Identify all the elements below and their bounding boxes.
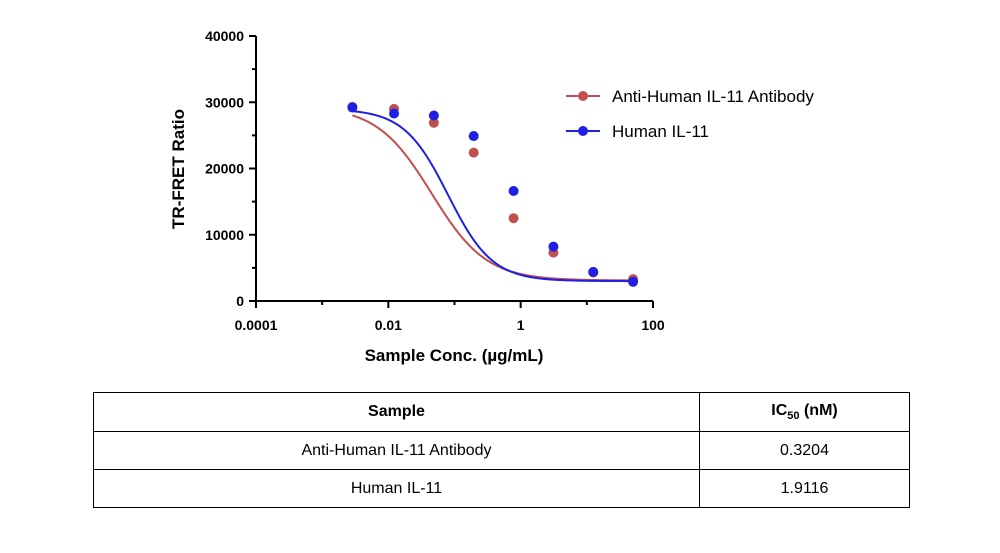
data-points — [347, 101, 639, 287]
data-point-series-1 — [347, 102, 358, 113]
row-ic50: 0.3204 — [699, 431, 910, 470]
data-point-series-0 — [508, 213, 519, 224]
legend-marker-series-0 — [578, 91, 588, 101]
data-point-series-1 — [468, 131, 479, 142]
data-point-series-1 — [588, 266, 599, 277]
data-point-series-1 — [389, 108, 400, 119]
data-point-series-1 — [508, 186, 519, 197]
header-ic50-subscript: 50 — [787, 410, 800, 423]
row-ic50: 1.9116 — [699, 469, 910, 508]
row-sample: Human IL-11 — [93, 469, 700, 508]
legend: Anti-Human IL-11 Antibody Human IL-11 — [566, 87, 814, 141]
y-axis-title: TR-FRET Ratio — [169, 109, 188, 229]
header-sample: Sample — [93, 392, 700, 432]
data-point-series-1 — [428, 110, 439, 121]
data-point-series-1 — [628, 276, 639, 287]
x-tick-label: 0.0001 — [235, 317, 278, 333]
y-tick-label: 40000 — [205, 28, 244, 44]
legend-marker-series-1 — [578, 126, 588, 136]
x-axis-title: Sample Conc. (µg/mL) — [365, 346, 544, 365]
table-row: Anti-Human IL-11 Antibody 0.3204 — [93, 431, 910, 470]
x-tick-label: 100 — [641, 317, 665, 333]
header-ic50-base: IC — [771, 401, 788, 419]
data-point-series-1 — [548, 241, 559, 252]
header-ic50-unit: (nM) — [799, 401, 838, 419]
x-tick-label: 1 — [517, 317, 525, 333]
fit-curve-series-0 — [352, 114, 634, 282]
legend-label-series-0: Anti-Human IL-11 Antibody — [612, 87, 814, 106]
data-point-series-0 — [428, 117, 439, 128]
axes: 0 10000 20000 30000 40000 0.0001 0.01 1 100 — [205, 28, 665, 333]
x-tick-label: 0.01 — [375, 317, 402, 333]
row-sample: Anti-Human IL-11 Antibody — [93, 431, 700, 470]
header-ic50: IC50 (nM) — [699, 392, 910, 432]
fit-curves — [352, 110, 634, 283]
y-tick-label: 30000 — [205, 94, 244, 110]
ic50-table: Sample IC50 (nM) Anti-Human IL-11 Antibo… — [93, 392, 910, 508]
y-tick-label: 0 — [236, 293, 244, 309]
table-row: Human IL-11 1.9116 — [93, 469, 910, 508]
data-point-series-0 — [468, 147, 479, 158]
fit-curve-series-1 — [352, 110, 634, 283]
table-header-row: Sample IC50 (nM) — [93, 392, 910, 432]
dose-response-chart: 0 10000 20000 30000 40000 0.0001 0.01 1 100 Anti… — [169, 28, 814, 365]
legend-label-series-1: Human IL-11 — [612, 122, 709, 141]
y-tick-label: 20000 — [205, 161, 244, 177]
y-tick-label: 10000 — [205, 227, 244, 243]
